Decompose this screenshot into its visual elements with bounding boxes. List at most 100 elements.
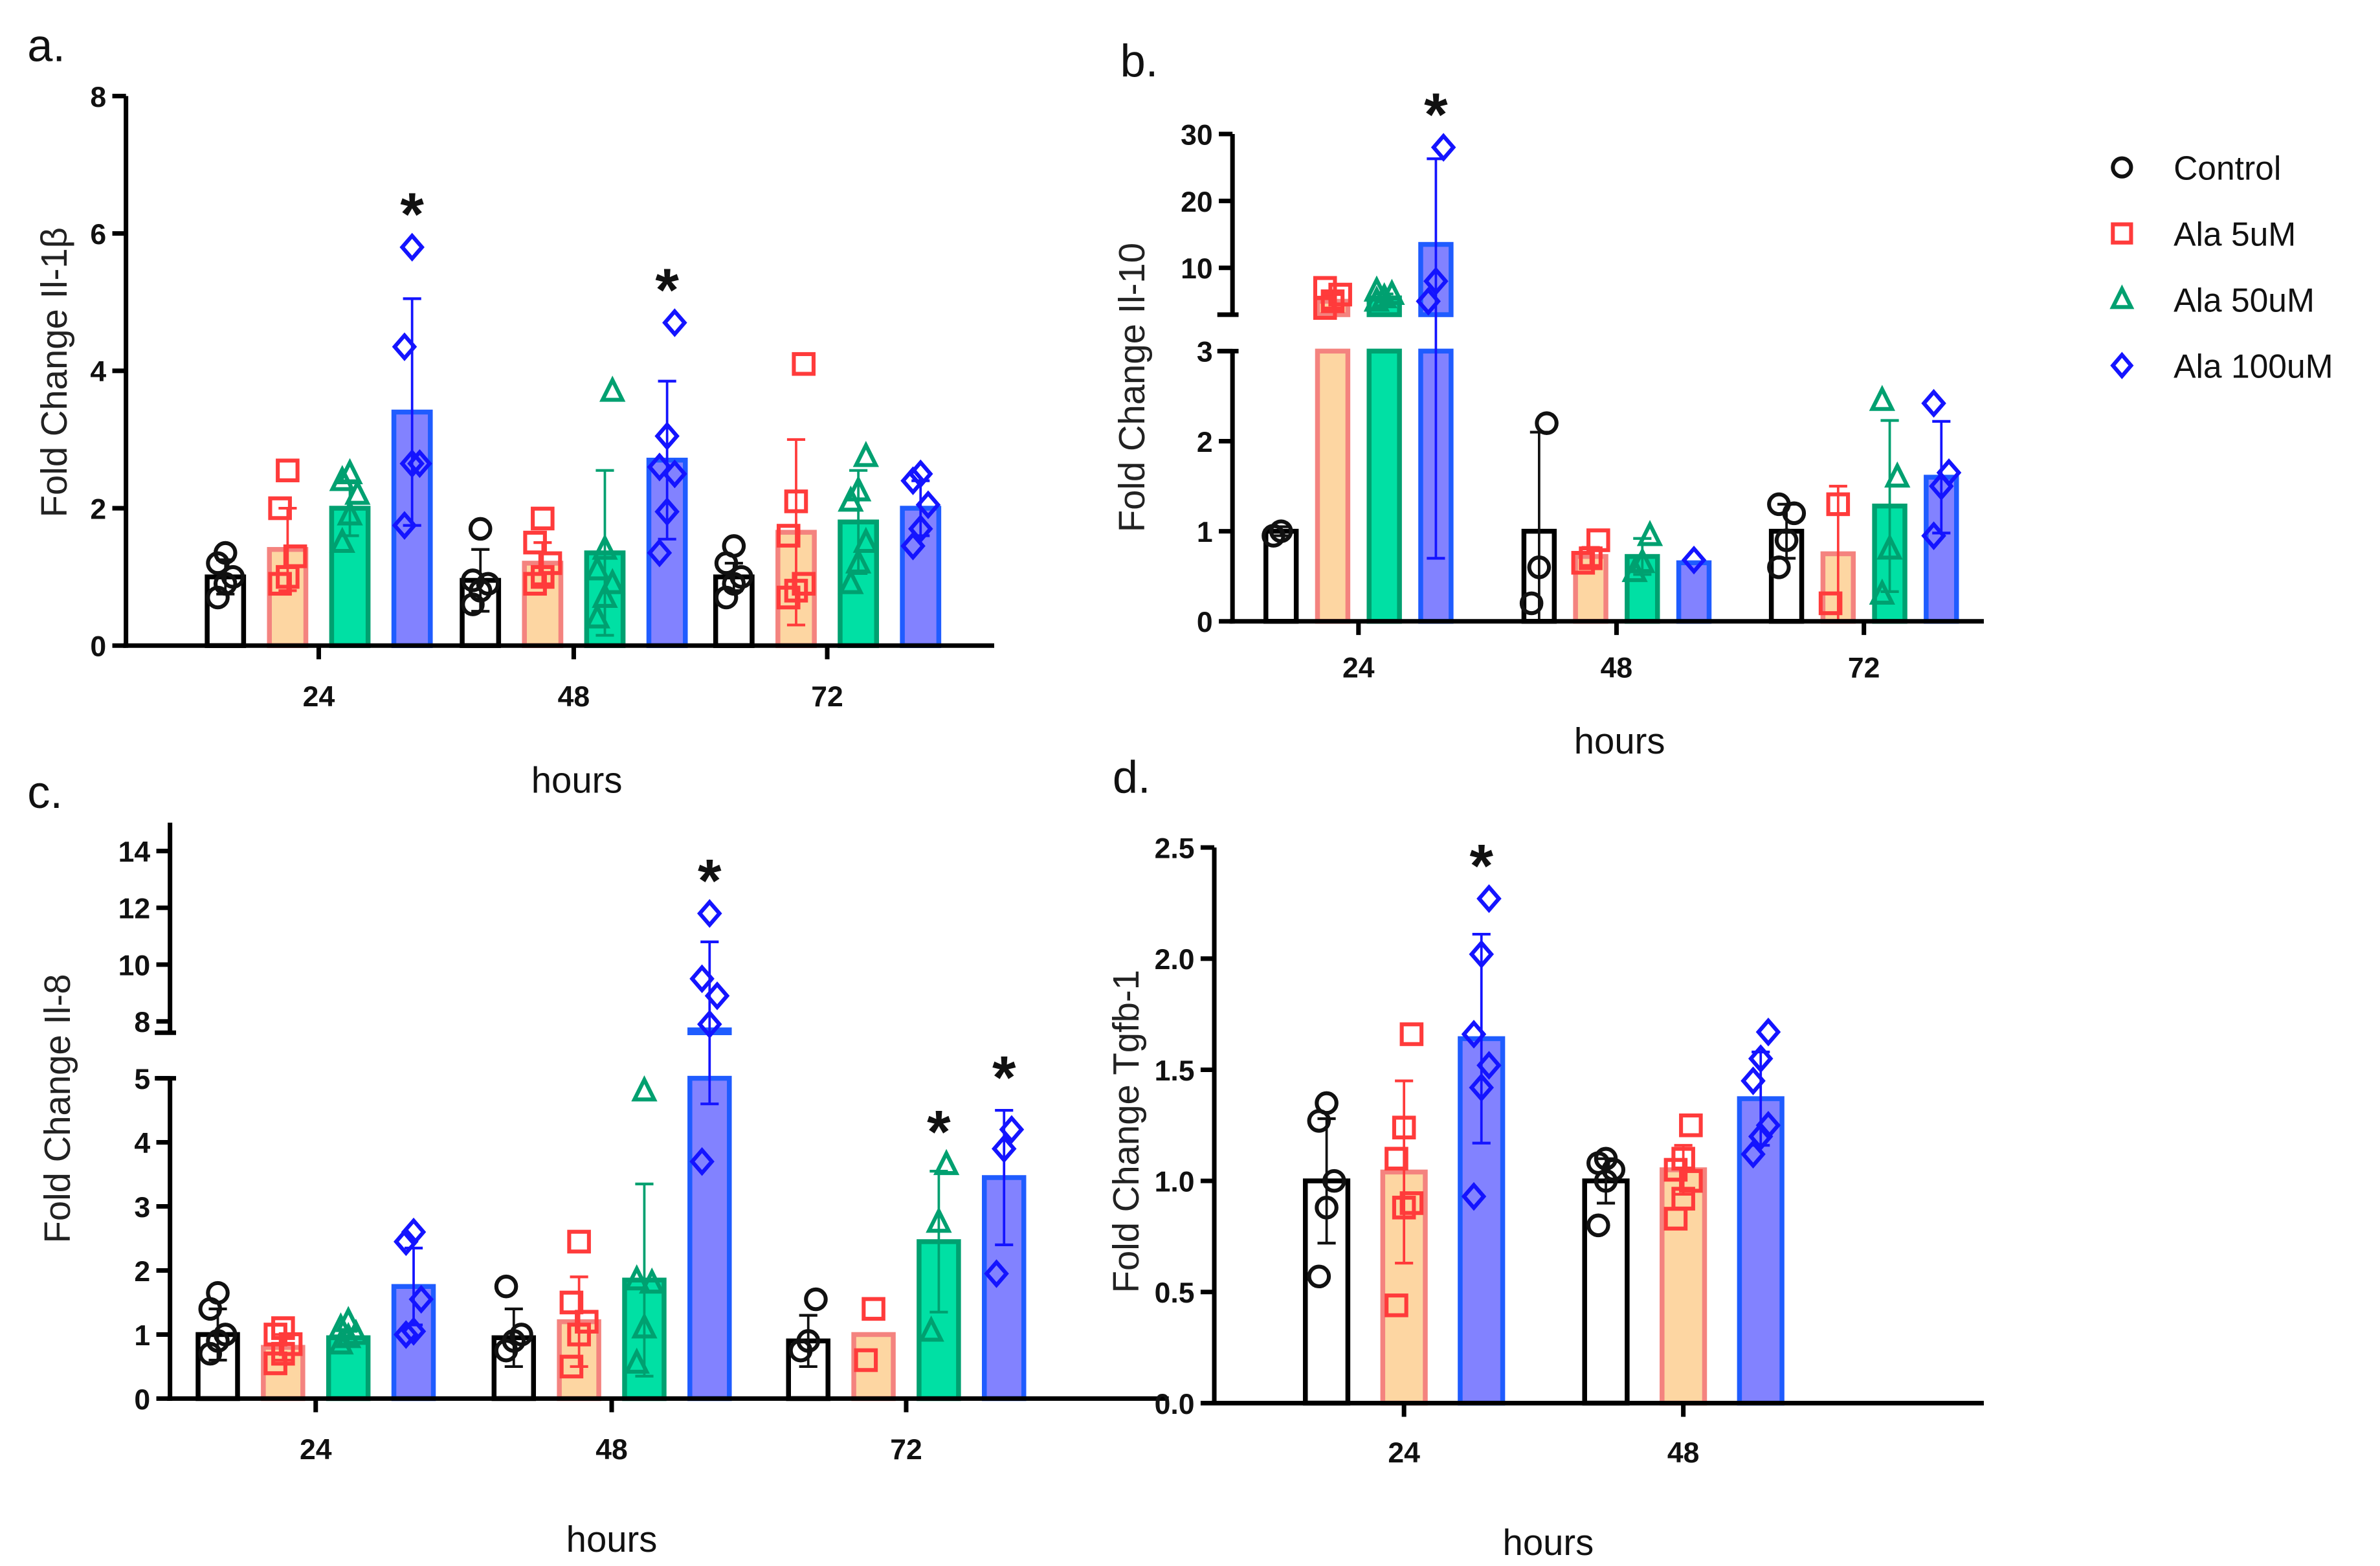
significance-star: * [1469,831,1493,899]
legend: Control Ala 5uM Ala 50uM Ala 100uM [2109,149,2333,385]
triangle-marker [592,533,618,560]
y-tick-label: 5 [134,1064,150,1095]
triangle-marker [599,375,626,402]
x-tick-label: 24 [1388,1437,1420,1469]
diamond-marker [407,449,432,478]
triangle-marker [845,475,872,502]
triangle-marker [631,1075,658,1102]
bar [900,506,942,649]
circle-marker [509,1323,533,1347]
triangle-marker [933,1148,960,1176]
y-tick-label: 2 [1197,427,1213,458]
circle-marker [1269,519,1293,543]
x-tick-label: 72 [1848,653,1880,684]
legend-label: Control [2174,149,2281,186]
circle-marker [722,534,746,558]
square-marker [792,352,816,376]
triangle-marker [1636,520,1663,546]
diamond-marker [1469,1073,1495,1102]
triangle-marker [328,1312,354,1339]
significance-star: * [698,846,722,914]
x-tick-label: 24 [303,681,335,713]
x-tick-label: 24 [1342,653,1375,684]
circle-marker [796,1329,821,1353]
x-tick-label: 72 [890,1434,922,1466]
significance-star: * [1424,80,1448,148]
x-tick-label: 48 [1667,1437,1700,1469]
square-marker [776,524,801,548]
diamond-marker [984,1259,1009,1288]
circle-marker [1774,528,1799,552]
y-tick-label: 10 [1181,253,1213,285]
square-marker [523,530,547,555]
diamond-marker [697,1009,722,1039]
triangle-marker [623,1347,650,1374]
triangle-marker [1869,385,1896,411]
diamond-marker [394,1227,419,1257]
y-tick-label: 2 [134,1256,150,1288]
circle-marker [1315,1091,1339,1115]
triangle-marker [838,568,864,594]
circle-marker [494,1274,518,1299]
diamond-marker [408,1284,434,1314]
circle-marker [221,565,245,589]
square-marker [283,544,307,568]
triangle-marker [329,526,355,554]
legend-item: Control [2111,149,2281,186]
y-axis-label: Fold Change Tgfb-1 [1106,970,1146,1293]
triangle-marker [337,458,363,484]
diamond-marker [1921,388,1946,418]
square-marker [531,506,555,531]
circle-marker [476,572,500,596]
diamond-marker [1416,287,1441,316]
diamond-marker [1921,521,1946,550]
circle-marker [1527,555,1551,579]
square-marker [268,496,292,520]
x-tick-label: 72 [811,681,843,713]
x-tick-label: 24 [300,1434,332,1466]
diamond-marker [1476,1051,1502,1080]
bar [1315,348,1351,624]
y-tick-label: 0 [134,1384,150,1416]
triangle-marker [1869,578,1896,605]
triangle-marker [918,1315,944,1342]
diamond-marker [654,497,680,526]
y-axis-label: Fold Change Il-8 [37,974,78,1244]
diamond-marker [915,490,941,519]
triangle-marker [1371,282,1397,309]
diamond-marker [394,1320,419,1349]
circle-marker [468,517,493,541]
square-marker [1586,528,1610,552]
legend-label: Ala 50uM [2174,281,2315,319]
square-marker [1313,276,1337,300]
triangle-marker [329,465,355,491]
bar [1582,1178,1630,1406]
triangle-marker [1629,546,1656,574]
triangle-marker [1884,461,1911,488]
triangle-marker [592,581,618,608]
triangle-marker [852,441,880,467]
circle-marker [213,1323,238,1347]
diamond-marker [399,232,425,262]
square-marker [538,551,562,576]
diamond-marker [1461,1181,1487,1211]
diamond-marker [1423,267,1449,296]
panel-label: b. [1120,35,1159,86]
diamond-marker [1936,458,1962,487]
diamond-marker [704,981,730,1011]
triangle-marker [2109,284,2135,309]
significance-star: * [400,180,424,248]
y-tick-label: 2.5 [1155,833,1195,865]
square-marker [1679,1113,1703,1137]
bar [851,1332,896,1402]
diamond-marker [991,1134,1017,1163]
diamond-marker [1461,1020,1487,1049]
x-tick-label: 48 [558,681,590,713]
diamond-marker [689,1147,715,1176]
square-marker [575,1310,599,1334]
diamond-marker [647,538,673,568]
panel-label: a. [27,19,65,71]
panel-label: d. [1113,752,1151,803]
y-tick-label: 0.0 [1155,1389,1195,1420]
